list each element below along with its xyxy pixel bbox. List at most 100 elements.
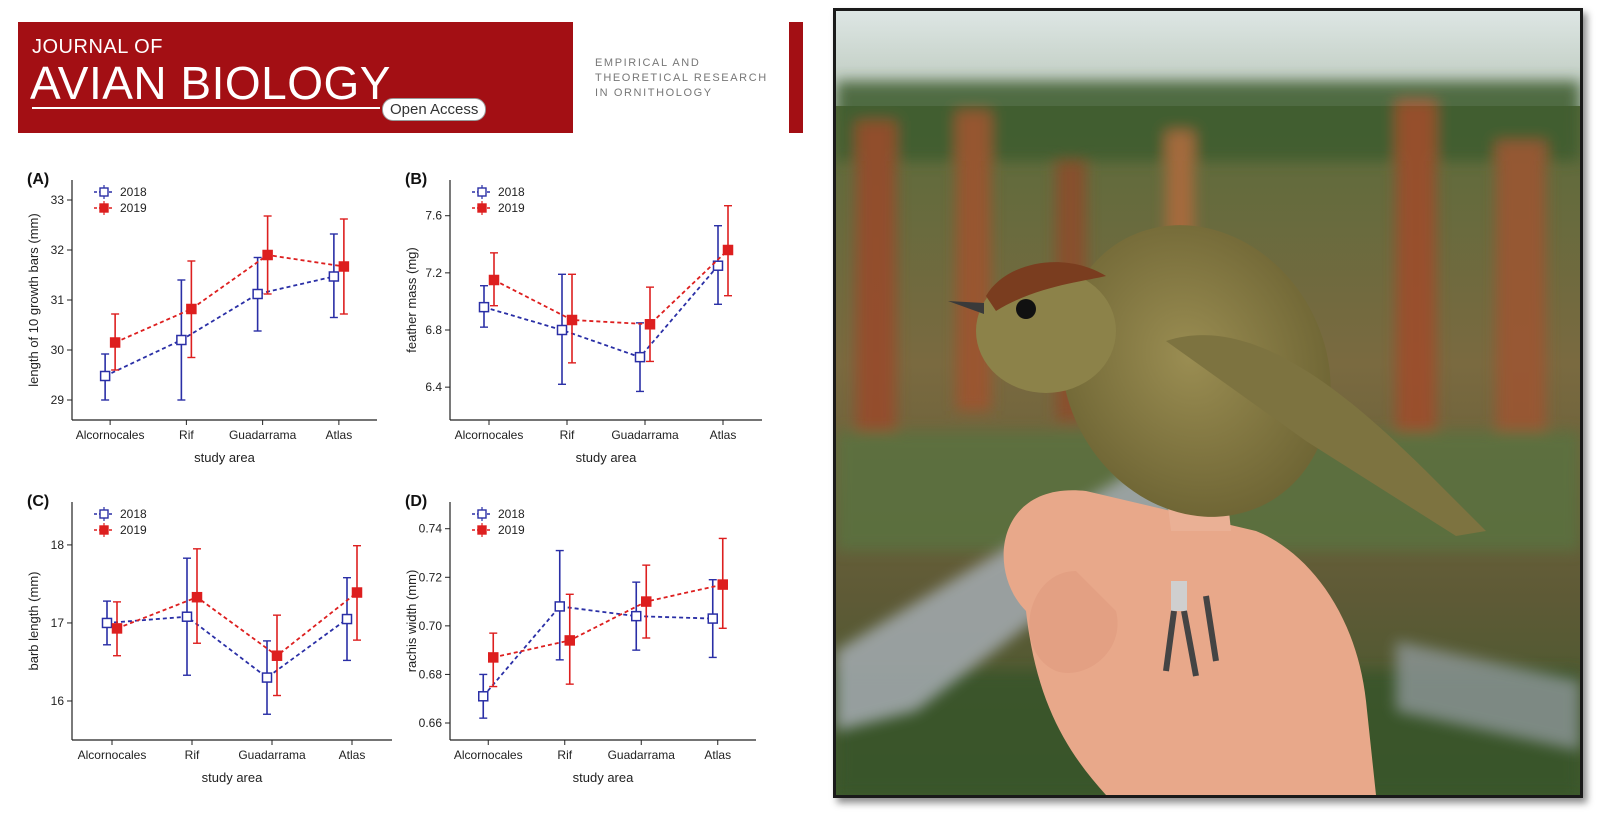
legend-label: 2018 [120, 185, 147, 199]
y-tick-label: 29 [51, 393, 65, 407]
x-tick-label: Atlas [704, 748, 731, 762]
panel-label: (B) [405, 171, 427, 188]
data-point [641, 596, 652, 607]
chart-panel-3: 16 17 18 Alcornocales Rif Guadarrama Atlas stud… [26, 493, 392, 785]
x-tick-label: Atlas [710, 428, 737, 442]
series-line-2019 [114, 254, 345, 344]
legend-label: 2018 [120, 507, 147, 521]
y-tick-label: 16 [51, 694, 65, 708]
chart-panel-2: 6.4 6.8 7.2 7.6 Alcornocales Rif Guadarrama Atl… [404, 171, 762, 465]
y-axis-label: rachis width (mm) [404, 570, 419, 673]
series-line-2019 [493, 583, 723, 659]
legend-marker [99, 509, 109, 519]
x-tick-label: Guadarrama [611, 428, 679, 442]
data-point [722, 244, 734, 256]
data-point [252, 288, 263, 300]
open-access-badge: Open Access [382, 98, 487, 121]
journal-banner: JOURNAL OF AVIAN BIOLOGY Open Access [18, 22, 573, 133]
data-point [176, 334, 187, 346]
chart-panel-1: 29 30 31 32 33 Alcornocales Rif Guadarrama Atlas… [26, 171, 377, 465]
x-tick-label: Alcornocales [78, 748, 147, 762]
x-tick-label: Rif [185, 748, 200, 762]
blackcap-bird-icon [836, 11, 1580, 795]
series-line-2018 [106, 615, 348, 679]
data-point [644, 319, 656, 330]
data-point [712, 260, 724, 271]
legend-marker [99, 525, 109, 535]
y-tick-label: 7.2 [425, 266, 442, 280]
data-point [351, 587, 363, 598]
banner-accent-bar [789, 22, 803, 133]
data-point [186, 303, 197, 315]
data-point [566, 314, 578, 326]
data-point [101, 617, 113, 629]
series-line-2018 [482, 605, 713, 697]
x-axis-label: study area [202, 770, 263, 785]
y-tick-label: 7.6 [425, 209, 442, 223]
x-tick-label: Rif [560, 428, 575, 442]
bird-photo [833, 8, 1583, 798]
data-point [328, 271, 340, 282]
y-axis-label: length of 10 growth bars (mm) [26, 213, 41, 386]
x-axis-label: study area [194, 450, 255, 465]
y-tick-label: 0.68 [419, 667, 443, 681]
x-tick-label: Guadarrama [238, 748, 306, 762]
series-line-2018 [483, 265, 719, 359]
chart-panels: 29 30 31 32 33 Alcornocales Rif Guadarrama Atlas… [26, 171, 762, 785]
y-tick-label: 0.72 [419, 570, 443, 584]
banner-rule [32, 107, 380, 109]
data-point [111, 623, 123, 634]
data-point [261, 672, 273, 683]
data-point [181, 611, 193, 622]
x-tick-label: Alcornocales [455, 428, 524, 442]
x-tick-label: Rif [179, 428, 194, 442]
data-point [338, 261, 350, 272]
x-tick-label: Guadarrama [229, 428, 297, 442]
y-tick-label: 18 [51, 538, 65, 552]
legend-label: 2019 [120, 523, 147, 537]
x-tick-label: Guadarrama [608, 748, 676, 762]
x-tick-label: Rif [557, 748, 572, 762]
x-tick-label: Atlas [326, 428, 353, 442]
data-point [707, 613, 718, 624]
series-line-2019 [493, 249, 729, 326]
y-tick-label: 30 [51, 343, 65, 357]
y-tick-label: 32 [51, 243, 65, 257]
x-axis-label: study area [576, 450, 637, 465]
series-line-2018 [104, 275, 335, 377]
data-point [99, 370, 111, 382]
y-tick-label: 0.66 [419, 716, 443, 730]
legend-label: 2018 [498, 185, 525, 199]
panel-label: (C) [27, 493, 49, 510]
legend-label: 2018 [498, 507, 525, 521]
data-point [478, 691, 489, 702]
data-point [109, 337, 121, 348]
y-tick-label: 6.4 [425, 380, 442, 394]
x-axis-label: study area [573, 770, 634, 785]
legend-marker [99, 203, 109, 213]
series-line-2019 [116, 591, 358, 657]
legend-marker [477, 187, 487, 197]
legend-label: 2019 [120, 201, 147, 215]
x-tick-label: Alcornocales [454, 748, 523, 762]
x-tick-label: Alcornocales [76, 428, 145, 442]
legend-marker [477, 203, 487, 213]
data-point [634, 351, 646, 363]
journal-tagline: EMPIRICAL AND THEORETICAL RESEARCH IN OR… [595, 57, 768, 99]
data-point [341, 613, 353, 625]
legend-label: 2019 [498, 523, 525, 537]
data-point [191, 591, 203, 603]
journal-title-line1: JOURNAL OF [32, 36, 163, 58]
y-tick-label: 0.74 [419, 522, 443, 536]
panel-label: (A) [27, 171, 49, 188]
chart-panel-4: 0.66 0.68 0.70 0.72 0.74 Alcornocales Rif Guada… [404, 493, 756, 785]
legend-marker [99, 187, 109, 197]
y-tick-label: 0.70 [419, 619, 443, 633]
data-point [271, 650, 283, 661]
data-point [478, 301, 490, 313]
y-tick-label: 31 [51, 293, 65, 307]
y-tick-label: 6.8 [425, 323, 442, 337]
data-point [564, 635, 575, 646]
data-point [717, 579, 728, 590]
y-axis-label: feather mass (mg) [404, 247, 419, 352]
